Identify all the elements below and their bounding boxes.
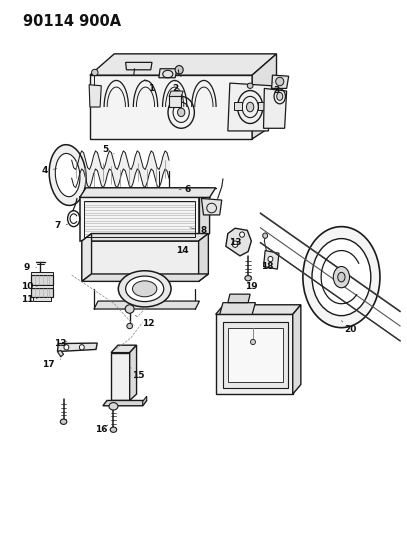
Polygon shape	[228, 294, 250, 303]
Polygon shape	[80, 188, 216, 197]
Text: 20: 20	[341, 321, 357, 334]
Text: 15: 15	[131, 368, 144, 380]
Polygon shape	[31, 275, 53, 285]
Ellipse shape	[333, 266, 350, 288]
Polygon shape	[143, 396, 147, 406]
Polygon shape	[271, 75, 289, 88]
Polygon shape	[263, 251, 279, 269]
Ellipse shape	[64, 345, 69, 350]
Text: 13: 13	[229, 238, 241, 247]
Polygon shape	[90, 75, 252, 139]
Ellipse shape	[247, 102, 254, 112]
Polygon shape	[31, 288, 53, 297]
Polygon shape	[90, 54, 276, 75]
Text: 8: 8	[190, 227, 207, 236]
Text: 17: 17	[42, 359, 61, 369]
Ellipse shape	[60, 419, 67, 424]
Text: 3: 3	[272, 82, 280, 94]
Polygon shape	[82, 233, 92, 281]
Polygon shape	[80, 188, 210, 197]
Polygon shape	[111, 345, 137, 353]
Polygon shape	[57, 343, 97, 352]
Ellipse shape	[127, 324, 133, 329]
Polygon shape	[293, 305, 301, 394]
Ellipse shape	[245, 276, 252, 281]
Text: 9: 9	[24, 263, 37, 272]
Text: 5: 5	[102, 145, 114, 154]
Polygon shape	[33, 285, 51, 288]
Polygon shape	[89, 85, 101, 107]
Polygon shape	[216, 305, 301, 314]
Ellipse shape	[125, 305, 134, 313]
Polygon shape	[80, 197, 199, 241]
Ellipse shape	[240, 232, 245, 237]
Polygon shape	[234, 102, 242, 110]
Ellipse shape	[55, 154, 80, 197]
Polygon shape	[111, 353, 130, 400]
Polygon shape	[263, 88, 287, 128]
Polygon shape	[31, 272, 53, 275]
Ellipse shape	[277, 92, 283, 100]
Text: 14: 14	[176, 246, 189, 255]
Polygon shape	[33, 297, 51, 301]
Ellipse shape	[303, 227, 380, 328]
Polygon shape	[82, 241, 199, 281]
Ellipse shape	[338, 272, 345, 282]
Polygon shape	[216, 314, 293, 394]
Polygon shape	[228, 83, 271, 131]
Ellipse shape	[268, 256, 273, 262]
Ellipse shape	[109, 402, 118, 410]
Polygon shape	[169, 96, 181, 107]
Ellipse shape	[177, 108, 185, 117]
Text: 7: 7	[54, 221, 68, 230]
Polygon shape	[201, 198, 222, 215]
Ellipse shape	[49, 144, 86, 205]
Ellipse shape	[175, 66, 183, 74]
Text: 90114 900A: 90114 900A	[23, 14, 121, 29]
Polygon shape	[159, 69, 177, 78]
Polygon shape	[252, 54, 276, 139]
Polygon shape	[57, 351, 63, 357]
Polygon shape	[199, 233, 208, 281]
Ellipse shape	[251, 340, 256, 345]
Polygon shape	[169, 91, 183, 96]
Polygon shape	[228, 328, 282, 382]
Polygon shape	[82, 233, 208, 241]
Polygon shape	[103, 400, 147, 406]
Text: 10: 10	[21, 281, 37, 290]
Ellipse shape	[79, 345, 84, 350]
Polygon shape	[199, 188, 210, 241]
Polygon shape	[258, 102, 266, 110]
Polygon shape	[220, 303, 256, 314]
Text: 1: 1	[144, 79, 154, 93]
Ellipse shape	[126, 276, 164, 302]
Ellipse shape	[110, 427, 117, 432]
Polygon shape	[126, 62, 152, 70]
Ellipse shape	[232, 241, 238, 247]
Ellipse shape	[263, 233, 267, 238]
Polygon shape	[223, 322, 288, 387]
Polygon shape	[130, 345, 137, 400]
Ellipse shape	[92, 69, 98, 76]
Text: 18: 18	[261, 262, 274, 271]
Text: 2: 2	[172, 80, 178, 93]
Ellipse shape	[133, 281, 157, 297]
Ellipse shape	[247, 83, 253, 88]
Text: 16: 16	[95, 425, 108, 434]
Text: 11: 11	[21, 295, 37, 304]
Text: 12: 12	[136, 316, 155, 328]
Text: 4: 4	[42, 166, 57, 175]
Ellipse shape	[276, 77, 284, 86]
Polygon shape	[94, 301, 199, 309]
Polygon shape	[82, 274, 208, 281]
Ellipse shape	[312, 239, 371, 316]
Text: 6: 6	[179, 185, 190, 194]
Polygon shape	[31, 285, 53, 288]
Ellipse shape	[118, 271, 171, 307]
Text: 19: 19	[245, 279, 258, 291]
Text: 13: 13	[55, 338, 67, 348]
Polygon shape	[226, 228, 252, 256]
